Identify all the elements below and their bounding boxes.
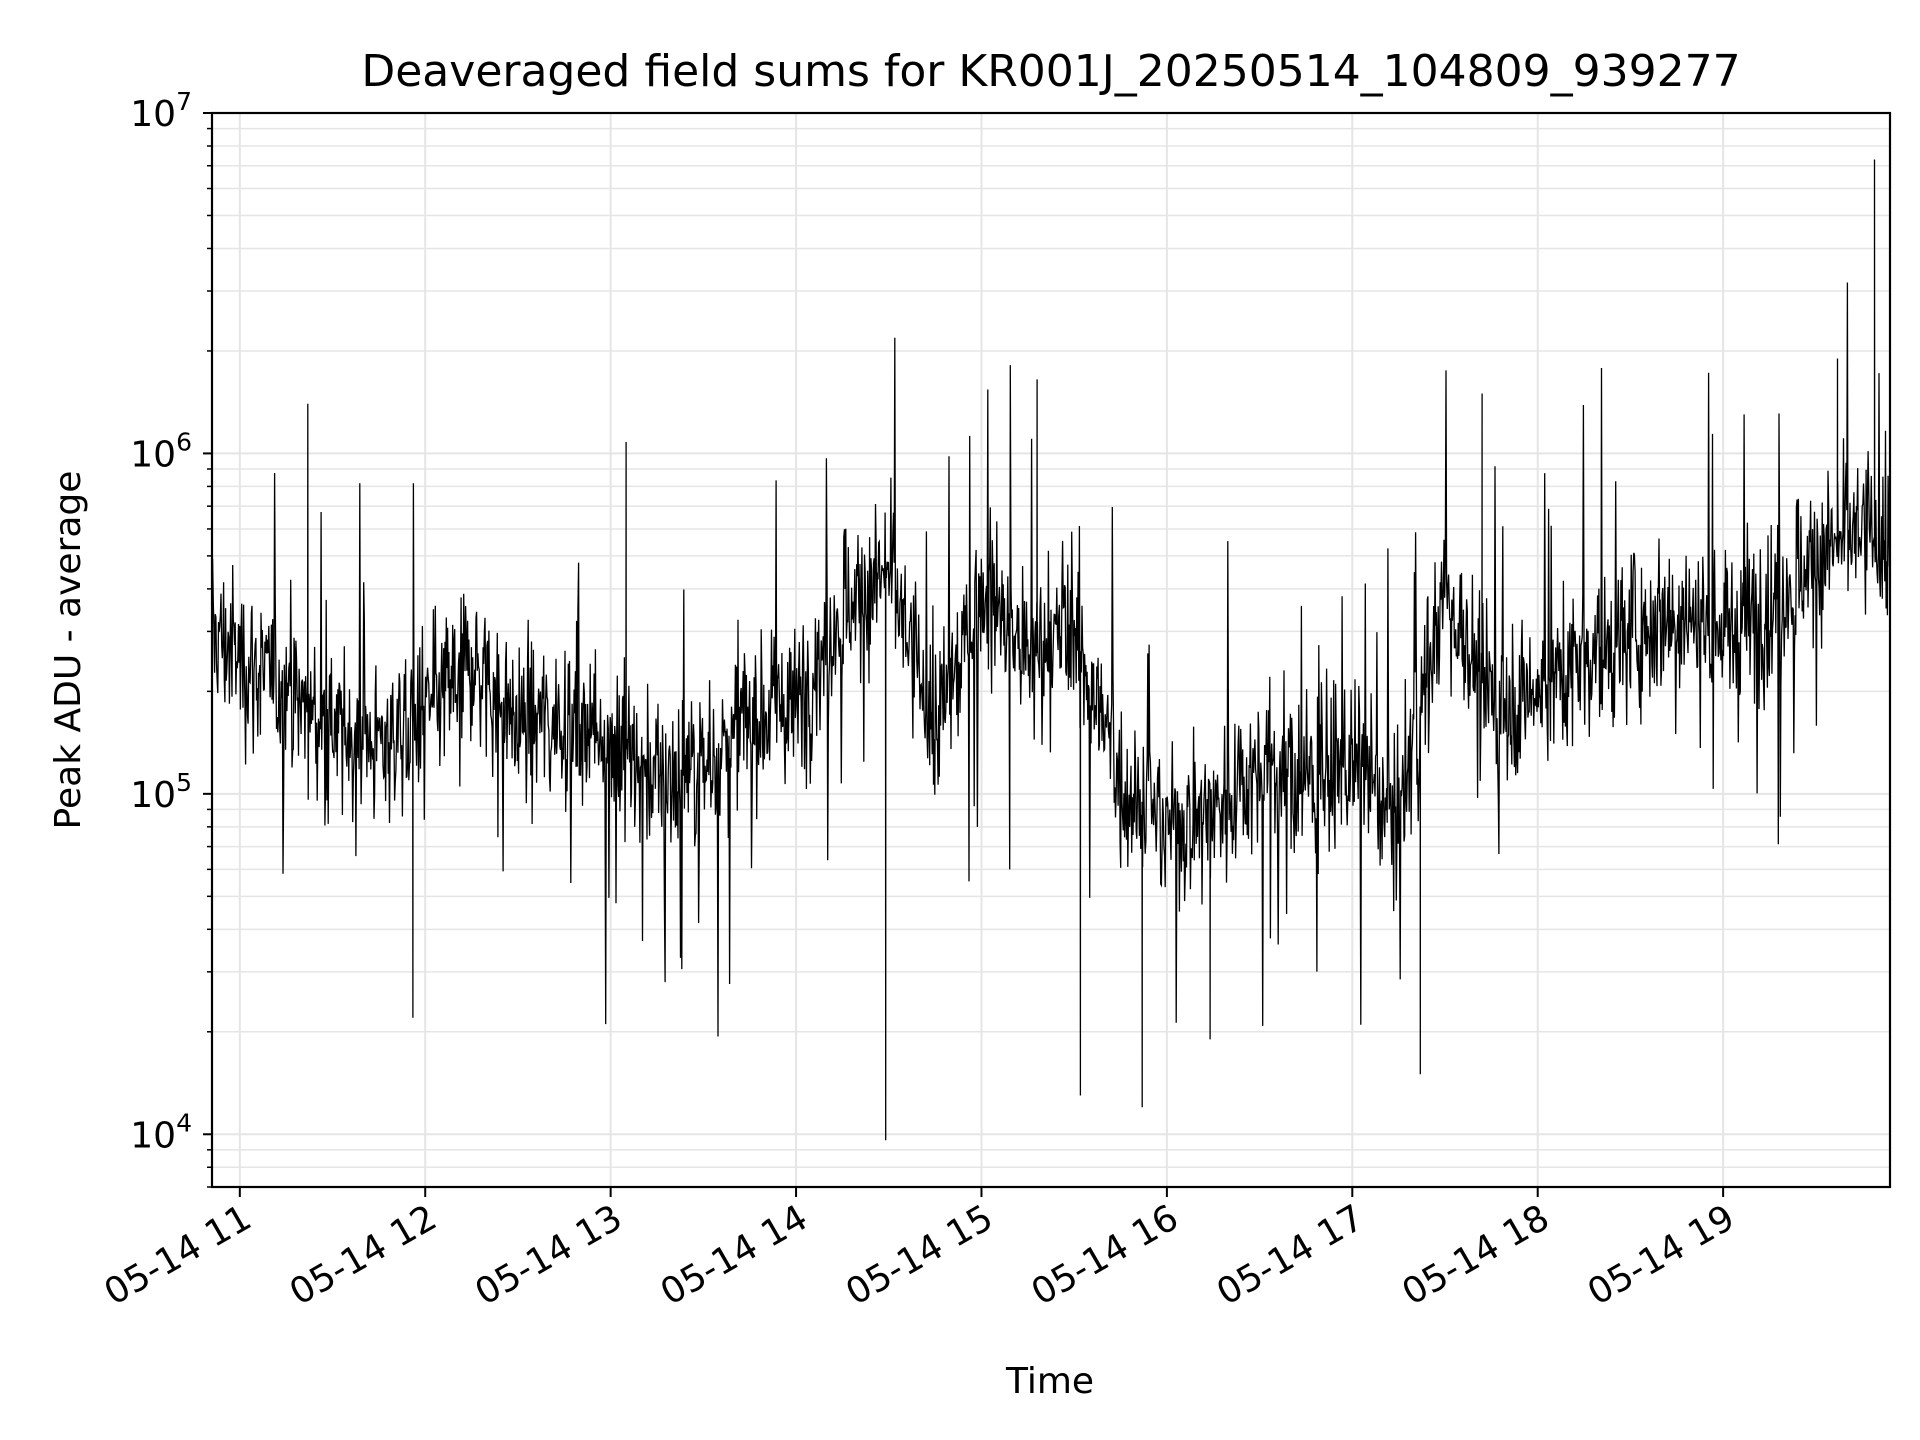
series-line <box>211 159 1891 1141</box>
plot-frame <box>210 111 1892 1189</box>
chart-title: Deaveraged field sums for KR001J_2025051… <box>361 46 1740 97</box>
y-ticks: 104 105 106 107 <box>130 87 212 1188</box>
x-axis-label: Time <box>1005 1361 1094 1402</box>
y-tick-label: 107 <box>130 87 192 135</box>
data-line-layer <box>211 159 1891 1141</box>
y-tick-label: 105 <box>130 768 192 816</box>
grid-layer <box>212 112 1890 1188</box>
y-tick-label: 106 <box>130 427 192 475</box>
y-tick-label: 104 <box>130 1108 192 1156</box>
y-axis-label: Peak ADU - average <box>48 471 89 830</box>
